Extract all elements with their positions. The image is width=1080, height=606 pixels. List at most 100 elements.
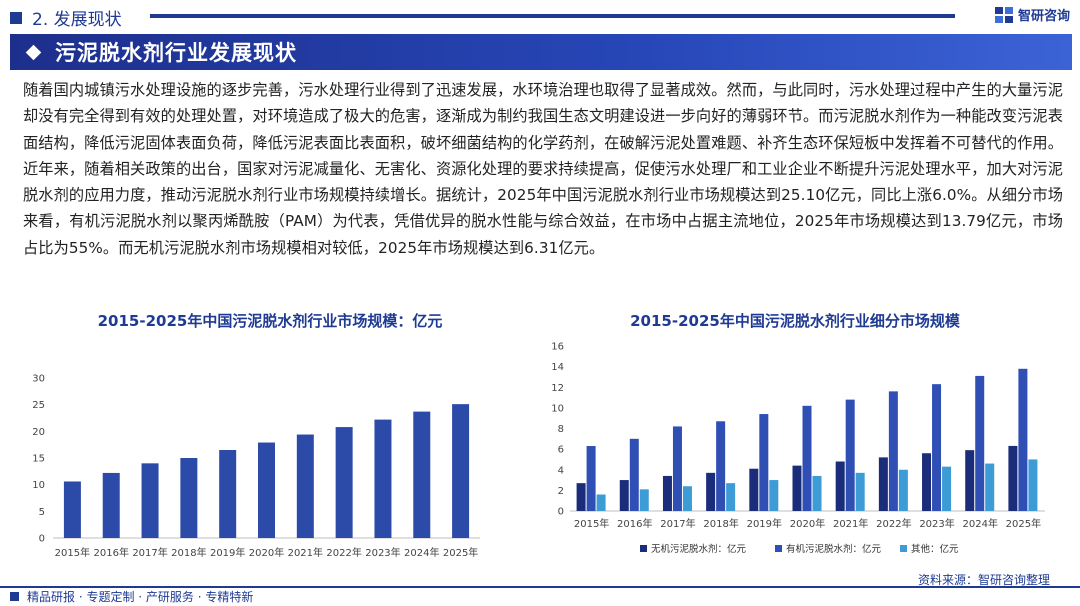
bar-0-2016年 xyxy=(619,480,629,511)
bar-0-2022年 xyxy=(878,457,888,511)
body-paragraph: 随着国内城镇污水处理设施的逐步完善，污水处理行业得到了迅速发展，水环境治理也取得… xyxy=(23,81,1063,257)
x-tick-label: 2018年 xyxy=(703,517,738,530)
y-tick-label: 16 xyxy=(551,342,564,353)
bar-2025年 xyxy=(452,404,470,538)
y-tick-label: 12 xyxy=(551,383,564,394)
bar-1-2019年 xyxy=(759,414,769,511)
bar-1-2015年 xyxy=(586,446,596,511)
legend-swatch xyxy=(640,545,647,552)
y-tick-label: 8 xyxy=(558,424,564,435)
legend-label: 其他：亿元 xyxy=(911,543,959,555)
y-tick-label: 2 xyxy=(558,486,564,497)
bar-2-2025年 xyxy=(1028,459,1038,511)
source-note: 资料来源：智研咨询整理 xyxy=(917,573,1050,587)
bar-2-2018年 xyxy=(726,483,736,511)
bar-0-2017年 xyxy=(662,475,672,511)
title-band: 污泥脱水剂行业发展现状 xyxy=(10,34,1072,70)
brand-logo: 智研咨询 xyxy=(994,5,1070,24)
x-tick-label: 2016年 xyxy=(617,517,652,530)
y-tick-label: 4 xyxy=(558,465,564,476)
x-tick-label: 2023年 xyxy=(365,546,400,559)
chart2-title: 2015-2025年中国污泥脱水剂行业细分市场规模 xyxy=(630,312,960,330)
x-tick-label: 2019年 xyxy=(210,546,245,559)
legend-swatch xyxy=(900,545,907,552)
bar-2-2023年 xyxy=(942,466,952,511)
bar-0-2019年 xyxy=(749,468,759,511)
chart2-segment-market: 0 2 4 6 8 10 12 14 16 2015年 2016年 2017年 2018年 2019年 20… xyxy=(551,342,1045,555)
bar-2015年 xyxy=(63,481,81,538)
bar-2024年 xyxy=(413,411,431,538)
bar-1-2017年 xyxy=(672,426,682,511)
chart1-total-market: 0 5 10 15 20 25 30 2015年 2016年 2017年 2018年 2019年 202… xyxy=(32,374,480,559)
bar-2021年 xyxy=(296,434,314,538)
bar-1-2018年 xyxy=(716,421,726,511)
footer-divider xyxy=(0,586,1080,588)
bar-2-2015年 xyxy=(596,494,606,511)
y-tick-label: 0 xyxy=(39,534,45,545)
footer: 精品研报 · 专题定制 · 产研服务 · 专精特新 xyxy=(10,588,253,605)
y-tick-label: 25 xyxy=(32,400,45,411)
x-tick-label: 2024年 xyxy=(963,517,998,530)
bar-1-2025年 xyxy=(1018,368,1028,511)
page-title: 污泥脱水剂行业发展现状 xyxy=(55,41,297,65)
bar-1-2024年 xyxy=(975,375,985,511)
y-tick-label: 20 xyxy=(32,427,45,438)
bar-1-2023年 xyxy=(932,384,942,511)
x-tick-label: 2025年 xyxy=(1006,517,1041,530)
x-tick-label: 2016年 xyxy=(94,546,129,559)
bar-0-2024年 xyxy=(965,450,975,511)
bar-2-2016年 xyxy=(639,489,649,511)
diamond-icon xyxy=(25,44,42,60)
x-tick-label: 2020年 xyxy=(249,546,284,559)
bar-2-2021年 xyxy=(855,472,865,511)
bar-1-2020年 xyxy=(802,405,812,511)
x-tick-label: 2021年 xyxy=(288,546,323,559)
section-label: 2. 发展现状 xyxy=(10,5,122,30)
x-tick-label: 2025年 xyxy=(443,546,478,559)
y-tick-label: 30 xyxy=(32,374,45,385)
x-tick-label: 2021年 xyxy=(833,517,868,530)
x-tick-label: 2022年 xyxy=(876,517,911,530)
footer-text: 精品研报 · 专题定制 · 产研服务 · 专精特新 xyxy=(27,590,254,604)
bar-2-2019年 xyxy=(769,480,779,511)
bar-0-2018年 xyxy=(706,472,716,511)
legend-swatch xyxy=(775,545,782,552)
bar-1-2022年 xyxy=(888,391,898,511)
bar-2020年 xyxy=(258,442,275,538)
bar-2016年 xyxy=(102,472,120,538)
header-divider xyxy=(150,14,955,18)
bar-2022年 xyxy=(335,427,353,538)
bar-2-2017年 xyxy=(682,486,692,511)
y-tick-label: 5 xyxy=(39,507,45,518)
y-tick-label: 15 xyxy=(32,454,45,465)
bar-2-2022年 xyxy=(898,469,908,511)
x-tick-label: 2015年 xyxy=(55,546,90,559)
x-tick-label: 2022年 xyxy=(326,546,361,559)
x-tick-label: 2024年 xyxy=(404,546,439,559)
brand-logo-icon xyxy=(994,6,1013,23)
bar-0-2023年 xyxy=(922,453,932,511)
bar-0-2015年 xyxy=(576,483,586,511)
y-tick-label: 6 xyxy=(558,445,564,456)
legend-label: 有机污泥脱水剂：亿元 xyxy=(786,543,882,555)
x-tick-label: 2023年 xyxy=(919,517,954,530)
bar-2018年 xyxy=(180,458,198,538)
x-tick-label: 2020年 xyxy=(790,517,825,530)
y-tick-label: 0 xyxy=(558,507,564,518)
bar-0-2025年 xyxy=(1008,445,1018,511)
bar-2017年 xyxy=(141,463,159,538)
y-tick-label: 10 xyxy=(551,403,564,414)
section-square-icon xyxy=(10,11,22,24)
y-tick-label: 14 xyxy=(551,362,564,373)
section-label-text: 2. 发展现状 xyxy=(32,10,122,30)
bar-2-2020年 xyxy=(812,475,822,511)
legend-label: 无机污泥脱水剂：亿元 xyxy=(651,543,747,555)
bar-1-2016年 xyxy=(629,438,639,511)
bar-0-2020年 xyxy=(792,465,802,511)
bar-0-2021年 xyxy=(835,461,845,511)
x-tick-label: 2019年 xyxy=(747,517,782,530)
x-tick-label: 2018年 xyxy=(171,546,206,559)
brand-name: 智研咨询 xyxy=(1017,9,1070,24)
x-tick-label: 2015年 xyxy=(574,517,609,530)
x-tick-label: 2017年 xyxy=(132,546,167,559)
